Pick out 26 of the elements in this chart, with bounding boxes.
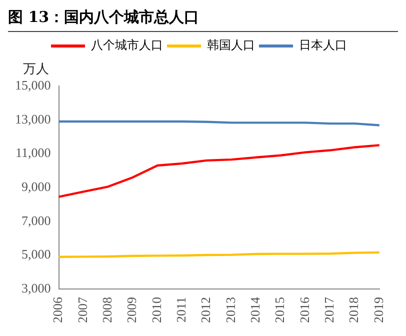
x-tick-label: 2009 (124, 297, 140, 323)
x-tick-label: 2010 (148, 297, 164, 323)
y-tick-label: 15,000 (15, 77, 51, 92)
chart-title: 图 13：国内八个城市总人口 (8, 8, 398, 32)
x-tick-label: 2008 (100, 297, 115, 323)
x-tick-label: 2007 (74, 296, 90, 323)
x-tick-label: 2016 (296, 296, 312, 323)
x-tick-label: 2019 (370, 297, 386, 323)
x-tick-label: 2017 (321, 296, 336, 323)
x-tick-label: 2012 (198, 297, 214, 323)
y-tick-label: 5,000 (22, 246, 51, 262)
legend-label: 韩国人口 (207, 38, 255, 52)
x-tick-label: 2013 (222, 297, 238, 323)
x-tick-label: 2014 (247, 296, 262, 323)
y-tick-label: 9,000 (22, 178, 51, 194)
y-tick-label: 11,000 (15, 145, 51, 160)
y-tick-label: 7,000 (22, 212, 51, 228)
x-tick-label: 2015 (272, 297, 288, 323)
y-tick-label: 3,000 (22, 280, 51, 296)
y-tick-label: 13,000 (15, 111, 51, 126)
legend-label: 日本人口 (299, 38, 347, 52)
legend-label: 八个城市人口 (91, 38, 163, 52)
x-tick-label: 2011 (174, 297, 188, 323)
y-axis-title: 万人 (23, 62, 49, 77)
x-tick-label: 2018 (346, 297, 362, 323)
x-tick-label: 2006 (50, 296, 66, 323)
